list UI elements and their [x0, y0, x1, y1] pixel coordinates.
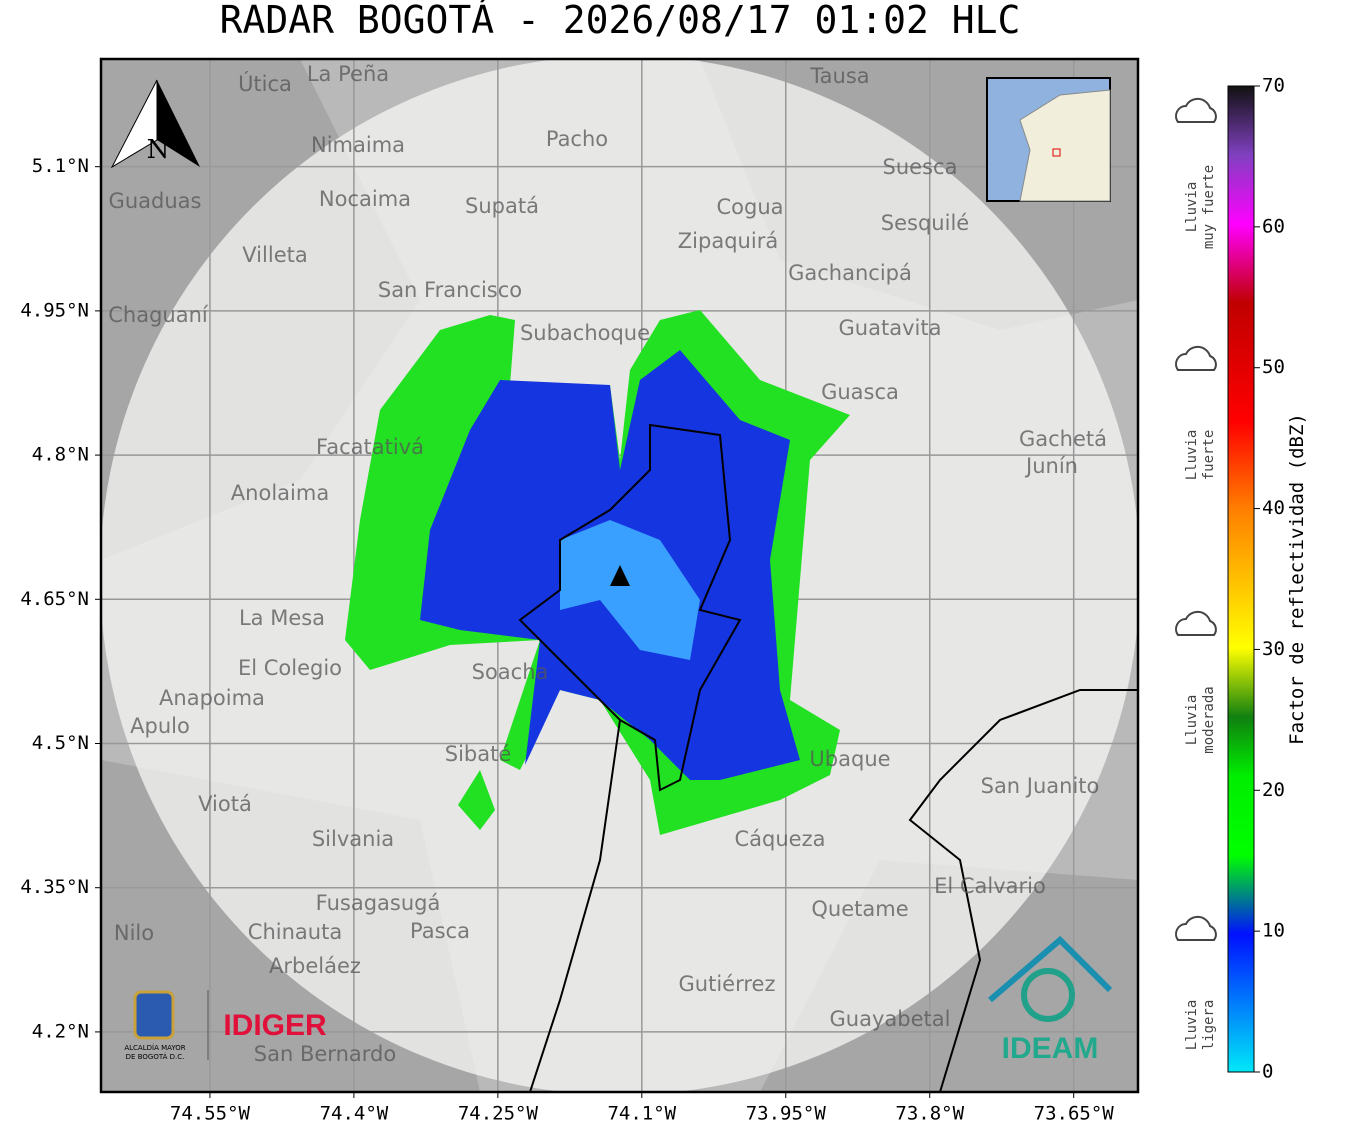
place-label: San Francisco — [378, 278, 522, 302]
rain-icon — [1175, 610, 1217, 636]
rain-icon — [1175, 345, 1217, 371]
alcaldia-line: ALCALDÍA MAYOR — [124, 1043, 185, 1052]
place-label: Nocaima — [319, 187, 411, 211]
place-label: Sibaté — [445, 742, 512, 766]
place-label: Tausa — [809, 64, 869, 88]
colorbar — [1227, 85, 1255, 1073]
x-tick-label: 74.1°W — [607, 1103, 676, 1125]
place-label: Chinauta — [248, 920, 342, 944]
y-tick-label: 4.35°N — [20, 876, 89, 898]
place-label: Pacho — [546, 127, 608, 151]
rain-legend-label: Lluvia — [1184, 182, 1200, 233]
place-label: Chaguaní — [108, 303, 209, 327]
place-label: Suesca — [883, 155, 958, 179]
place-label: Nilo — [114, 921, 154, 945]
place-label: Quetame — [811, 897, 908, 921]
place-label: Anolaima — [231, 481, 329, 505]
colorbar-tick-label: 30 — [1262, 638, 1285, 660]
place-label: La Mesa — [239, 606, 325, 630]
place-label: Villeta — [242, 243, 307, 267]
colorbar-tick-label: 0 — [1262, 1061, 1273, 1083]
y-tick-label: 4.65°N — [20, 588, 89, 610]
y-tick-label: 4.95°N — [20, 299, 89, 321]
place-label: Gachetá — [1019, 427, 1107, 451]
place-label: Guayabetal — [830, 1007, 951, 1031]
compass: N — [110, 79, 200, 169]
colorbar-tick-label: 20 — [1262, 779, 1285, 801]
x-tick-label: 73.95°W — [746, 1103, 827, 1125]
rain-legend-label: Lluvia — [1184, 430, 1200, 481]
echo-core — [560, 520, 700, 660]
y-tick-label: 4.5°N — [32, 732, 89, 754]
inset-map — [986, 77, 1111, 202]
place-label: San Bernardo — [254, 1042, 396, 1066]
place-label: Supatá — [465, 194, 539, 218]
compass-label: N — [147, 135, 170, 165]
place-label: Ubaque — [809, 747, 890, 771]
place-label: Soacha — [472, 660, 549, 684]
colorbar-label: Factor de reflectividad (dBZ) — [1286, 413, 1308, 745]
colorbar-tick-label: 60 — [1262, 215, 1285, 237]
place-label: San Juanito — [981, 774, 1100, 798]
x-tick-label: 73.65°W — [1034, 1103, 1115, 1125]
place-label: Pasca — [410, 919, 470, 943]
rain-legend-label: muy fuerte — [1201, 165, 1217, 249]
place-label: Gutiérrez — [679, 972, 776, 996]
place-label: Junín — [1024, 454, 1078, 478]
rain-legend-label: Lluvia — [1184, 1000, 1200, 1051]
map: La Peña Útica Tausa Pacho Nimaima Nocaima Supa… — [101, 59, 1138, 1092]
place-label: Nimaima — [311, 133, 405, 157]
colorbar-tick-label: 70 — [1262, 75, 1285, 97]
radar-site — [610, 565, 630, 586]
place-label: Guaduas — [109, 189, 202, 213]
rain-legend-label: moderada — [1201, 686, 1217, 753]
colorbar-tick-label: 40 — [1262, 497, 1285, 519]
place-label: Silvania — [312, 827, 394, 851]
place-label: Cáqueza — [735, 827, 826, 851]
logos: ALCALDÍA MAYOR DE BOGOTÁ D.C. IDIGER IDE… — [124, 935, 1113, 1065]
y-tick-label: 5.1°N — [32, 155, 89, 177]
place-label: Útica — [238, 71, 292, 96]
place-label: Fusagasugá — [316, 891, 441, 915]
rain-legend-label: Lluvia — [1184, 695, 1200, 746]
map-frame — [99, 57, 1140, 1094]
colorbar-tick-label: 10 — [1262, 920, 1285, 942]
place-label: Guatavita — [839, 316, 942, 340]
title: RADAR BOGOTÁ - 2026/08/17 01:02 HLC — [220, 0, 1021, 42]
place-label: Apulo — [130, 714, 190, 738]
place-labels: La Peña Útica Tausa Pacho Nimaima Nocaima Supa… — [108, 62, 1107, 1066]
alcaldia-line: DE BOGOTÁ D.C. — [126, 1052, 185, 1061]
x-tick-label: 74.25°W — [458, 1103, 539, 1125]
x-tick-label: 74.55°W — [170, 1103, 251, 1125]
place-label: Facatativá — [316, 435, 424, 459]
x-tick-label: 74.4°W — [320, 1103, 389, 1125]
rain-icon — [1175, 97, 1217, 123]
idiger-logo: IDIGER — [223, 1009, 327, 1042]
y-tick-label: 4.2°N — [32, 1020, 89, 1042]
y-tick-label: 4.8°N — [32, 444, 89, 466]
place-label: Cogua — [716, 195, 783, 219]
place-label: Viotá — [198, 792, 252, 816]
place-label: El Calvario — [934, 874, 1046, 898]
x-tick-label: 73.8°W — [895, 1103, 964, 1125]
ideam-logo: IDEAM — [1002, 1032, 1099, 1065]
place-label: Zipaquirá — [678, 229, 778, 253]
rain-legend-label: fuerte — [1201, 430, 1217, 481]
rain-legend-label: ligera — [1201, 1000, 1217, 1051]
place-label: Gachancipá — [788, 261, 912, 285]
grid — [101, 59, 1138, 1092]
colorbar-tick-label: 50 — [1262, 356, 1285, 378]
place-label: Sesquilé — [881, 211, 969, 235]
place-label: El Colegio — [238, 656, 342, 680]
rain-icon — [1175, 915, 1217, 941]
place-label: Arbeláez — [269, 954, 361, 978]
place-label: Guasca — [821, 380, 899, 404]
place-label: Subachoque — [520, 321, 650, 345]
place-label: La Peña — [307, 62, 389, 86]
place-label: Anapoima — [159, 686, 265, 710]
department-boundary — [529, 689, 1138, 1092]
